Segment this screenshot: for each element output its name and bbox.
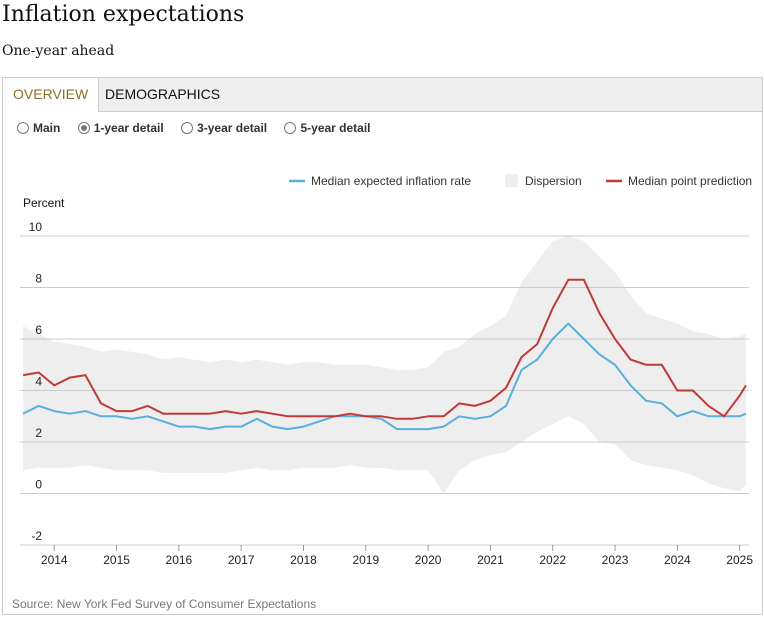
radio-1-year-detail[interactable]: 1-year detail	[77, 121, 164, 135]
x-tick-label: 2024	[664, 553, 691, 567]
source-note: Source: New York Fed Survey of Consumer …	[12, 597, 317, 611]
y-tick-label: 2	[35, 426, 42, 440]
x-tick-label: 2022	[539, 553, 566, 567]
x-tick-label: 2018	[290, 553, 317, 567]
x-tick-label: 2015	[103, 553, 130, 567]
legend-label-median: Median expected inflation rate	[311, 174, 471, 188]
radio-5-year-detail-circle[interactable]	[284, 122, 297, 134]
y-tick-label: 10	[29, 220, 43, 234]
radio-3-year-detail-circle[interactable]	[181, 122, 194, 134]
radio-1-year-detail-label: 1-year detail	[93, 121, 164, 135]
series-line-median	[22, 322, 747, 431]
y-tick-label: 8	[35, 272, 42, 286]
radio-main-label: Main	[33, 121, 61, 135]
line-chart: 10 8 6 4 2 0 -2 Percent 2014 2015 2016 2017 2018 2019…	[20, 174, 753, 567]
y-tick-label: 6	[35, 323, 42, 337]
x-tick-label: 2020	[415, 553, 442, 567]
radio-main-circle[interactable]	[17, 122, 29, 134]
dispersion-band	[23, 236, 746, 494]
radio-1-year-detail-circle[interactable]	[77, 122, 90, 134]
chart-panel: OVERVIEW DEMOGRAPHICS Main 1-year detail…	[2, 77, 763, 615]
radio-3-year-detail-label: 3-year detail	[197, 121, 268, 135]
x-tick-label: 2023	[602, 553, 629, 567]
radio-main[interactable]: Main	[17, 121, 60, 135]
series-line-point	[22, 278, 747, 420]
radio-5-year-detail-label: 5-year detail	[300, 121, 371, 135]
page-title: Inflation expectations	[2, 2, 245, 27]
tab-demographics[interactable]: DEMOGRAPHICS	[105, 86, 221, 102]
x-tick-label: 2021	[477, 553, 504, 567]
tab-overview[interactable]: OVERVIEW	[3, 78, 100, 112]
x-tick-label: 2019	[352, 553, 379, 567]
detail-radio-group: Main 1-year detail 3-year detail 5-year …	[17, 121, 385, 137]
x-tick-label: 2025	[726, 553, 753, 567]
y-tick-label: 4	[35, 375, 42, 389]
radio-3-year-detail[interactable]: 3-year detail	[181, 121, 267, 135]
page-subtitle: One-year ahead	[2, 43, 115, 59]
y-tick-label: -2	[31, 529, 42, 543]
y-axis-label: Percent	[23, 196, 65, 210]
radio-5-year-detail[interactable]: 5-year detail	[284, 121, 371, 135]
x-tick-label: 2014	[41, 553, 68, 567]
x-tick-label: 2017	[228, 553, 255, 567]
legend-label-point: Median point prediction	[628, 174, 752, 188]
legend-label-dispersion: Dispersion	[525, 174, 582, 188]
x-tick-label: 2016	[166, 553, 193, 567]
legend-swatch-dispersion	[505, 174, 518, 187]
tab-bar: OVERVIEW DEMOGRAPHICS	[3, 78, 762, 112]
y-tick-label: 0	[35, 478, 42, 492]
